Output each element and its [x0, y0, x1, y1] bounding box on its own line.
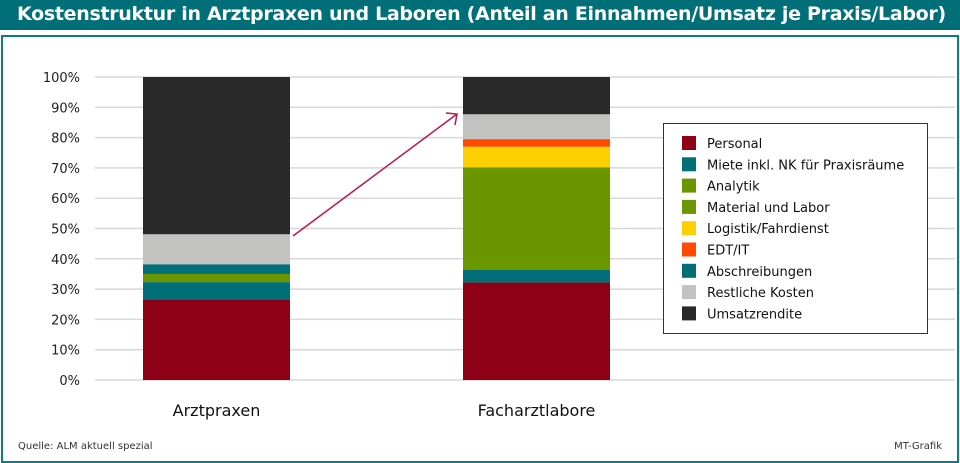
x-category-label: Arztpraxen [173, 401, 261, 420]
title-bar: Kostenstruktur in Arztpraxen und Laboren… [0, 0, 960, 30]
bar-segment-umsatzrendite [143, 77, 290, 235]
legend-label: Umsatzrendite [707, 307, 802, 322]
bar-segment-material-und-labor [143, 273, 290, 283]
arrow-line [292, 113, 458, 237]
source-note: Quelle: ALM aktuell spezial [18, 441, 153, 452]
legend-label: Material und Labor [707, 201, 830, 216]
credit-note: MT-Grafik [894, 441, 942, 452]
y-tick-label: 50% [51, 223, 80, 238]
bar-segment-miete-inkl-nk-f-r-praxisr-ume [143, 282, 290, 300]
legend-swatch [682, 285, 696, 300]
bar-segment-abschreibungen [143, 264, 290, 274]
chart-frame [1, 35, 959, 463]
legend-swatch [682, 263, 696, 278]
arrow-head [445, 112, 458, 126]
y-tick-label: 70% [51, 162, 80, 177]
legend-label: EDT/IT [707, 244, 749, 259]
legend-swatch [682, 136, 696, 150]
bar-segment-personal [143, 299, 290, 380]
y-tick-label: 0% [59, 374, 80, 389]
bar-segment-restliche-kosten [143, 234, 290, 265]
legend-label: Analytik [707, 180, 760, 195]
legend-label: Miete inkl. NK für Praxisräume [707, 158, 904, 173]
legend-label: Logistik/Fahrdienst [707, 222, 829, 237]
legend-swatch [682, 178, 696, 193]
bar-segment-umsatzrendite [463, 77, 610, 115]
bar-segment-logistik-fahrdienst [463, 146, 610, 168]
legend-swatch [682, 199, 696, 214]
bar-segment-personal [463, 282, 610, 380]
chart-title: Kostenstruktur in Arztpraxen und Laboren… [17, 3, 946, 25]
legend-label: Personal [707, 137, 762, 152]
y-tick-label: 90% [51, 101, 80, 116]
bar-segment-edt-it [463, 139, 610, 147]
bar-segment-restliche-kosten [463, 114, 610, 140]
legend-swatch [682, 306, 696, 321]
legend-swatch [682, 221, 696, 236]
y-tick-label: 20% [51, 313, 80, 328]
x-category-label: Facharztlabore [478, 401, 596, 420]
legend-swatch [682, 242, 696, 257]
y-tick-label: 60% [51, 192, 80, 207]
legend-box [663, 123, 928, 334]
legend-label: Restliche Kosten [707, 286, 814, 301]
y-tick-label: 10% [51, 344, 80, 359]
bar-segment-miete-inkl-nk-f-r-praxisr-ume [463, 270, 610, 283]
y-tick-label: 40% [51, 253, 80, 268]
y-tick-label: 30% [51, 283, 80, 298]
bar-segment-analytik [463, 167, 610, 271]
legend-label: Abschreibungen [707, 265, 812, 280]
y-tick-label: 100% [43, 71, 80, 86]
legend-swatch [682, 157, 696, 172]
y-tick-label: 80% [51, 132, 80, 147]
